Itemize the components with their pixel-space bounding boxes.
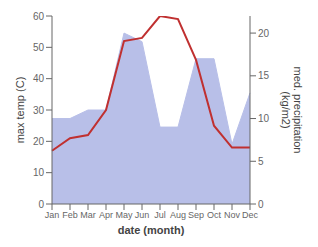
svg-text:Aug: Aug xyxy=(170,210,186,220)
svg-text:60: 60 xyxy=(33,11,45,22)
svg-text:date (month): date (month) xyxy=(118,224,185,236)
svg-text:max temp (C): max temp (C) xyxy=(14,77,26,144)
svg-text:Oct: Oct xyxy=(207,210,222,220)
svg-text:Apr: Apr xyxy=(99,210,113,220)
svg-text:20: 20 xyxy=(258,28,270,39)
svg-text:10: 10 xyxy=(33,167,45,178)
svg-text:Dec: Dec xyxy=(242,210,259,220)
svg-text:0: 0 xyxy=(258,199,264,210)
svg-text:Jan: Jan xyxy=(45,210,60,220)
svg-text:40: 40 xyxy=(33,73,45,84)
svg-text:Sep: Sep xyxy=(188,210,204,220)
svg-text:20: 20 xyxy=(33,136,45,147)
svg-text:Mar: Mar xyxy=(80,210,96,220)
svg-text:10: 10 xyxy=(258,113,270,124)
svg-text:(kg/m2): (kg/m2) xyxy=(280,91,292,128)
svg-text:med. precipitation: med. precipitation xyxy=(292,67,304,154)
svg-text:Nov: Nov xyxy=(224,210,241,220)
svg-text:Feb: Feb xyxy=(62,210,78,220)
svg-text:Jun: Jun xyxy=(135,210,150,220)
svg-text:Jul: Jul xyxy=(154,210,166,220)
svg-text:15: 15 xyxy=(258,70,270,81)
svg-text:5: 5 xyxy=(258,156,264,167)
svg-text:May: May xyxy=(115,210,133,220)
svg-text:30: 30 xyxy=(33,105,45,116)
svg-text:0: 0 xyxy=(38,199,44,210)
svg-text:50: 50 xyxy=(33,42,45,53)
